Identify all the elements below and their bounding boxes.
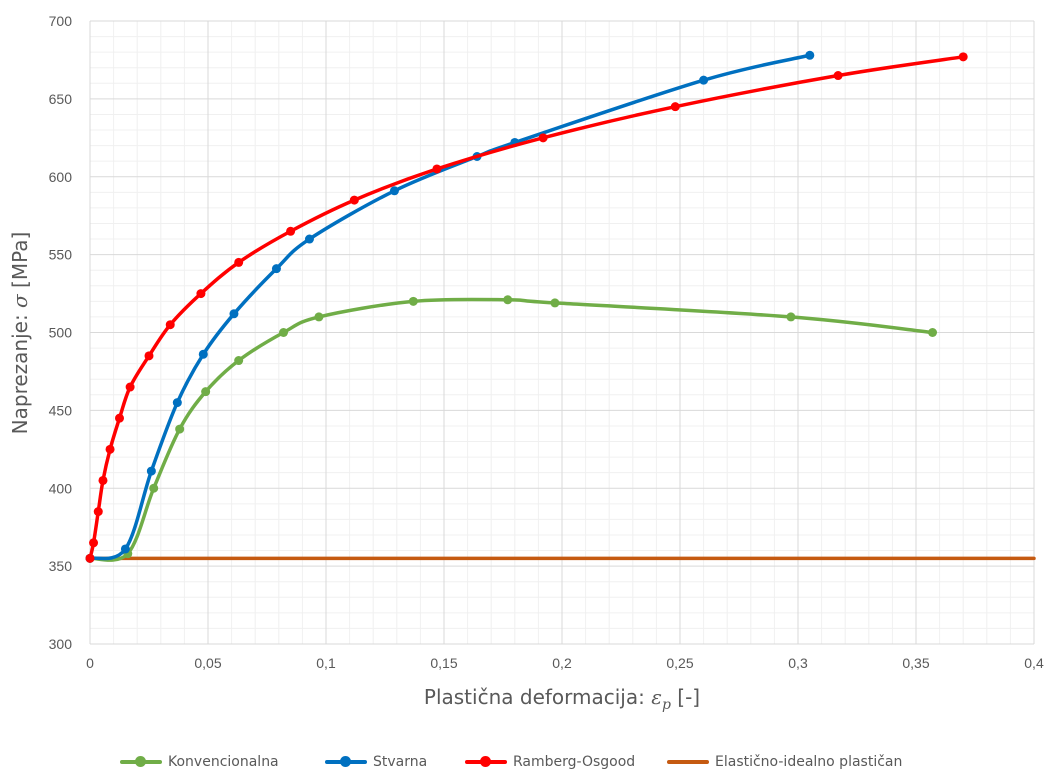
legend-item-konvencionalna: Konvencionalna: [120, 752, 279, 772]
series-line-ramberg-osgood: [88, 55, 965, 561]
x-tick-label: 0,2: [552, 655, 572, 671]
data-point-konvencionalna: [928, 328, 938, 337]
x-tick-label: 0,1: [316, 655, 336, 671]
data-point-stvarna: [304, 234, 314, 244]
legend-swatch: [465, 752, 507, 772]
y-tick-label: 500: [49, 325, 73, 341]
x-tick-label: 0,15: [430, 655, 457, 671]
legend-swatch: [120, 752, 162, 772]
legend-item-elasti-no-idealno-plasti-an: Elastično-idealno plastičan: [667, 752, 902, 772]
data-point-konvencionalna: [408, 296, 418, 306]
data-point-stvarna: [172, 398, 182, 408]
data-point-stvarna: [805, 50, 815, 60]
data-point-stvarna: [229, 309, 239, 319]
x-tick-label: 0,35: [902, 655, 929, 671]
data-point-stvarna: [271, 264, 281, 274]
x-tick-labels: 0 0,05 0,1 0,15 0,2 0,25 0,3 0,35 0,4: [86, 655, 1044, 671]
data-point-ramberg-osgood: [196, 289, 206, 299]
data-point-stvarna: [198, 349, 208, 359]
data-point-ramberg-osgood: [165, 320, 175, 330]
x-axis-title: Plastična deformacija: εp [-]: [424, 685, 700, 713]
data-point-ramberg-osgood: [349, 195, 359, 205]
x-tick-label: 0,3: [788, 655, 808, 671]
data-point-ramberg-osgood: [93, 507, 103, 517]
data-point-konvencionalna: [314, 312, 324, 322]
y-tick-labels: 300 350 400 450 500 550 600 650 700: [49, 13, 73, 652]
y-tick-label: 450: [49, 402, 73, 418]
legend-label: Stvarna: [373, 754, 428, 770]
data-point-ramberg-osgood: [670, 102, 680, 112]
x-tick-label: 0,25: [666, 655, 693, 671]
y-tick-label: 600: [49, 169, 73, 185]
x-tick-label: 0,05: [194, 655, 221, 671]
data-point-ramberg-osgood: [144, 351, 154, 361]
y-tick-label: 550: [49, 247, 73, 263]
data-point-konvencionalna: [149, 483, 159, 493]
x-tick-label: 0,4: [1024, 655, 1044, 671]
legend-swatch: [667, 752, 709, 772]
data-point-ramberg-osgood: [125, 382, 135, 392]
x-tick-label: 0: [86, 655, 94, 671]
legend-label: Elastično-idealno plastičan: [715, 754, 903, 770]
data-point-konvencionalna: [175, 424, 185, 434]
legend-item-ramberg-osgood: Ramberg-Osgood: [465, 752, 635, 772]
y-tick-label: 700: [49, 13, 73, 29]
data-point-ramberg-osgood: [89, 538, 99, 548]
series-line-stvarna: [88, 53, 812, 561]
data-point-ramberg-osgood: [958, 52, 968, 62]
legend-label: Ramberg-Osgood: [513, 754, 636, 770]
data-point-ramberg-osgood: [105, 444, 115, 454]
data-point-konvencionalna: [550, 298, 560, 308]
legend: Konvencionalna Stvarna Ramberg-Osgood Elast…: [0, 752, 1049, 772]
data-point-ramberg-osgood: [115, 413, 124, 423]
legend-item-stvarna: Stvarna: [325, 752, 427, 772]
data-point-konvencionalna: [786, 312, 796, 322]
y-tick-label: 650: [49, 91, 73, 107]
data-point-konvencionalna: [279, 328, 289, 337]
data-point-ramberg-osgood: [234, 257, 244, 267]
data-point-ramberg-osgood: [98, 475, 108, 485]
y-tick-label: 350: [49, 558, 73, 574]
data-point-ramberg-osgood: [833, 71, 843, 81]
data-point-ramberg-osgood: [432, 164, 442, 174]
data-point-ramberg-osgood: [538, 133, 548, 143]
data-point-stvarna: [146, 466, 156, 476]
y-axis-title: Naprezanje: σ [MPa]: [8, 232, 32, 435]
data-point-konvencionalna: [503, 295, 513, 305]
data-point-ramberg-osgood: [85, 553, 95, 563]
y-tick-label: 300: [49, 636, 73, 652]
legend-swatch: [325, 752, 367, 772]
data-point-konvencionalna: [201, 387, 211, 397]
plot-area: 0 0,05 0,1 0,15 0,2 0,25 0,3 0,35 0,4 300 350 400 4…: [8, 13, 1044, 713]
data-point-stvarna: [120, 544, 130, 554]
data-point-konvencionalna: [234, 356, 244, 366]
data-point-stvarna: [389, 186, 399, 196]
legend-label: Konvencionalna: [168, 754, 279, 770]
series-line-konvencionalna: [88, 297, 935, 562]
y-tick-label: 400: [49, 480, 73, 496]
data-point-stvarna: [699, 75, 709, 85]
data-point-ramberg-osgood: [286, 226, 296, 236]
series-layer: [85, 50, 1036, 563]
